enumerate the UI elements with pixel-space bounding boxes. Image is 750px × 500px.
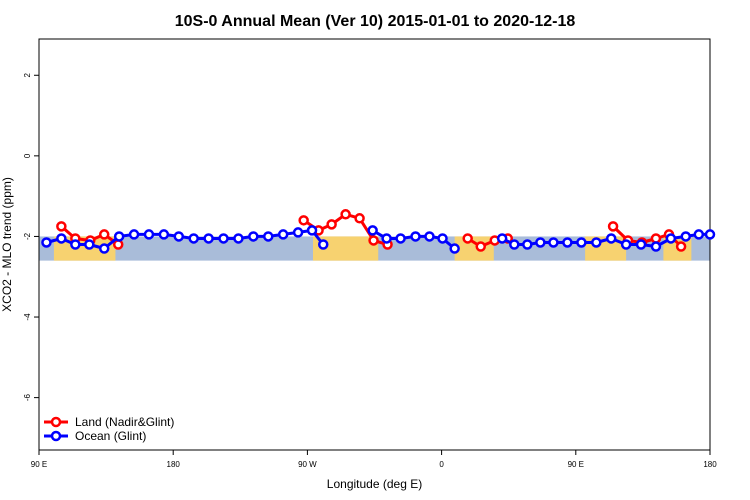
ocean-point xyxy=(113,231,125,242)
ocean-point xyxy=(591,237,602,248)
legend: Land (Nadir&Glint)Ocean (Glint) xyxy=(44,415,174,443)
x-tick-label: 180 xyxy=(703,460,717,469)
ocean-point xyxy=(665,233,677,244)
ocean-point xyxy=(650,241,662,252)
ocean-point xyxy=(158,229,170,240)
ocean-point xyxy=(548,237,559,248)
y-tick-label: 0 xyxy=(23,153,32,158)
ocean-point xyxy=(704,229,716,240)
ocean-point xyxy=(605,233,617,244)
ocean-point xyxy=(635,239,647,250)
ocean-point xyxy=(277,229,289,240)
land-point xyxy=(607,221,619,232)
land-point xyxy=(56,221,67,232)
ocean-point xyxy=(233,233,244,244)
ocean-line xyxy=(501,232,710,248)
ocean-point xyxy=(496,233,508,244)
y-axis: 2 0 -2 -4 -6 xyxy=(23,72,39,401)
land-point xyxy=(112,239,124,250)
x-axis-label: Longitude (deg E) xyxy=(327,477,422,491)
ocean-point xyxy=(576,237,587,248)
ocean-point xyxy=(98,243,110,254)
ocean-point xyxy=(188,233,199,244)
land-point xyxy=(298,215,309,226)
ocean-point xyxy=(620,239,632,250)
chart-title: 10S-0 Annual Mean (Ver 10) 2015-01-01 to… xyxy=(175,13,576,30)
land-point xyxy=(462,233,473,244)
land-point xyxy=(675,241,687,252)
legend-land-label: Land (Nadir&Glint) xyxy=(75,415,174,429)
land-point xyxy=(98,229,110,240)
ocean-point xyxy=(41,237,52,248)
ocean-point xyxy=(203,233,214,244)
land-band xyxy=(454,236,494,261)
y-tick-label: -6 xyxy=(23,394,32,402)
ocean-series xyxy=(41,225,716,254)
plot-frame xyxy=(38,38,711,451)
ocean-point xyxy=(410,231,421,242)
legend-ocean-marker xyxy=(50,430,62,442)
ocean-point xyxy=(263,231,274,242)
x-tick-label: 0 xyxy=(439,460,444,469)
ocean-point xyxy=(128,229,140,240)
ocean-point xyxy=(70,239,81,250)
land-point xyxy=(368,235,379,246)
ocean-point xyxy=(56,233,67,244)
ocean-point xyxy=(509,239,520,250)
ocean-point xyxy=(218,233,229,244)
ocean-point xyxy=(562,237,573,248)
x-tick-label: 90 E xyxy=(568,460,584,469)
ocean-point xyxy=(535,237,546,248)
legend-ocean-label: Ocean (Glint) xyxy=(75,429,146,443)
ocean-point xyxy=(143,229,155,240)
land-point xyxy=(354,213,365,224)
series-layer xyxy=(41,209,716,254)
ocean-point xyxy=(292,227,304,238)
y-axis-label: XCO2 - MLO trend (ppm) xyxy=(0,177,14,312)
ocean-point xyxy=(449,243,460,254)
ocean-point xyxy=(248,231,259,242)
x-tick-label: 90 E xyxy=(31,460,47,469)
ocean-point xyxy=(680,231,692,242)
land-point xyxy=(650,233,662,244)
ocean-point xyxy=(395,233,406,244)
land-point xyxy=(326,219,337,230)
legend-land-marker xyxy=(50,416,62,428)
ocean-point xyxy=(522,239,533,250)
y-tick-label: 2 xyxy=(23,72,32,77)
x-tick-label: 90 W xyxy=(298,460,317,469)
land-point xyxy=(475,241,486,252)
ocean-point xyxy=(437,233,448,244)
y-tick-label: -2 xyxy=(23,232,32,240)
ocean-point xyxy=(693,229,705,240)
ocean-point xyxy=(424,231,435,242)
ocean-point xyxy=(173,231,185,242)
ocean-point xyxy=(367,225,378,236)
ocean-point xyxy=(381,233,392,244)
y-tick-label: -4 xyxy=(23,313,32,321)
x-tick-label: 180 xyxy=(167,460,181,469)
ocean-point xyxy=(317,239,329,250)
ocean-point xyxy=(306,225,318,236)
x-axis: 90 E 180 90 W 0 90 E 180 xyxy=(31,450,717,469)
ocean-point xyxy=(84,239,95,250)
land-point xyxy=(340,209,351,220)
